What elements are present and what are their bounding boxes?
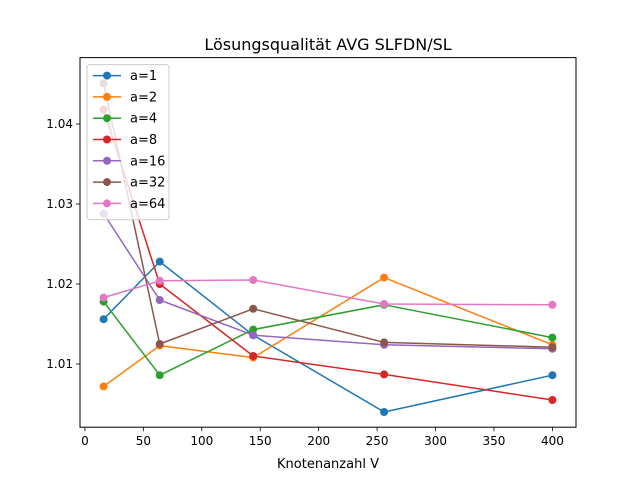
data-point-a-2 bbox=[380, 273, 389, 282]
data-point-a-32 bbox=[548, 343, 557, 352]
legend-label-a-2: a=2 bbox=[130, 90, 157, 105]
legend-marker-a-1 bbox=[103, 71, 111, 80]
x-tick-label: 100 bbox=[190, 434, 213, 448]
data-point-a-32 bbox=[380, 338, 389, 347]
data-point-a-4 bbox=[155, 371, 164, 380]
plot-frame bbox=[79, 57, 577, 428]
x-tick-label: 50 bbox=[136, 434, 151, 448]
legend-label-a-4: a=4 bbox=[130, 112, 157, 127]
series-a-8 bbox=[99, 105, 557, 404]
legend-label-a-1: a=1 bbox=[130, 69, 157, 84]
x-tick-label: 250 bbox=[366, 434, 389, 448]
x-tick-label: 400 bbox=[541, 434, 564, 448]
chart-title: Lösungsqualität AVG SLFDN/SL bbox=[204, 35, 451, 54]
data-point-a-8 bbox=[249, 352, 258, 360]
legend-marker-a-4 bbox=[103, 114, 111, 123]
data-point-a-4 bbox=[548, 333, 557, 342]
data-point-a-64 bbox=[249, 276, 258, 284]
x-tick-label: 150 bbox=[249, 434, 272, 448]
data-point-a-64 bbox=[380, 300, 389, 308]
x-tick-label: 300 bbox=[424, 434, 447, 448]
axes: 0 50 100 150 200 250 300 350 400 1.01 1.02 1.03 1.04 bbox=[46, 117, 564, 448]
data-point-a-4 bbox=[249, 325, 258, 334]
x-axis-label: Knotenanzahl V bbox=[277, 457, 379, 472]
series-group bbox=[99, 79, 557, 416]
data-point-a-1 bbox=[380, 408, 389, 416]
legend-label-a-8: a=8 bbox=[130, 133, 157, 148]
data-point-a-16 bbox=[249, 331, 258, 340]
data-point-a-1 bbox=[99, 315, 108, 324]
y-tick-label: 1.01 bbox=[46, 357, 73, 371]
data-point-a-1 bbox=[548, 371, 557, 380]
y-tick-label: 1.02 bbox=[46, 277, 73, 291]
x-tick-label: 200 bbox=[307, 434, 330, 448]
y-tick-label: 1.04 bbox=[46, 117, 73, 131]
legend-marker-a-32 bbox=[103, 178, 111, 187]
legend-label-a-32: a=32 bbox=[130, 176, 165, 191]
data-point-a-1 bbox=[155, 257, 164, 266]
y-tick-label: 1.03 bbox=[46, 197, 73, 211]
legend-marker-a-2 bbox=[103, 92, 111, 101]
data-point-a-32 bbox=[249, 304, 258, 313]
data-point-a-2 bbox=[99, 382, 108, 391]
legend-marker-a-8 bbox=[103, 135, 111, 144]
legend-marker-a-64 bbox=[103, 199, 111, 208]
legend: a=1 a=2 a=4 a=8 a=16 a=32 a=64 bbox=[86, 64, 170, 221]
series-a-64 bbox=[99, 276, 557, 309]
data-point-a-16 bbox=[155, 296, 164, 304]
data-point-a-32 bbox=[155, 340, 164, 348]
data-point-a-8 bbox=[380, 370, 389, 379]
data-point-a-64 bbox=[548, 300, 557, 309]
data-point-a-64 bbox=[155, 276, 164, 285]
x-tick-label: 0 bbox=[81, 434, 89, 448]
x-tick-label: 350 bbox=[483, 434, 506, 448]
data-point-a-8 bbox=[548, 396, 557, 404]
legend-label-a-64: a=64 bbox=[130, 197, 165, 212]
legend-label-a-16: a=16 bbox=[130, 154, 165, 169]
data-point-a-64 bbox=[99, 293, 108, 302]
legend-marker-a-16 bbox=[103, 156, 111, 165]
